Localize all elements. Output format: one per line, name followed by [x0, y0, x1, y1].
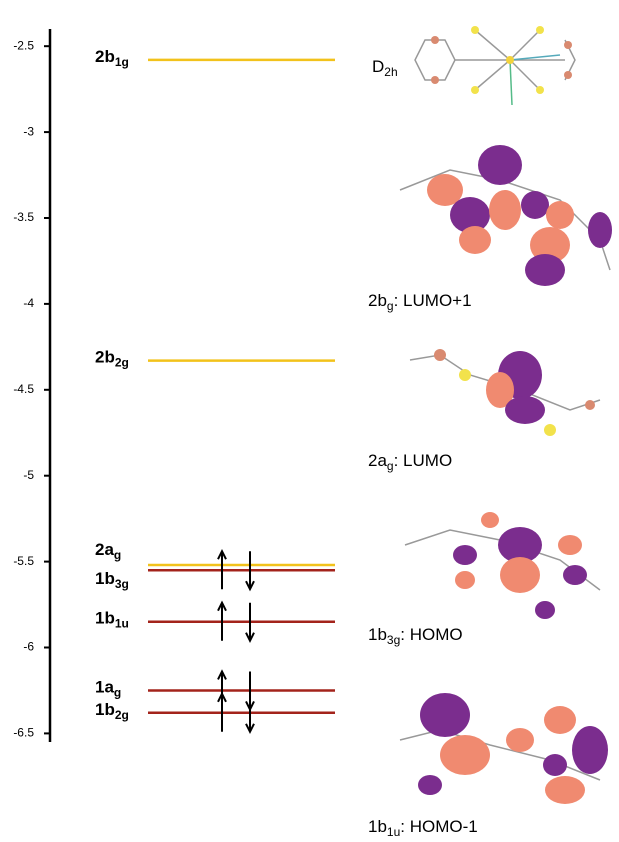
orbital-lumo1 [400, 145, 612, 286]
label-sub: 2h [384, 65, 397, 79]
orbital-homo [405, 512, 600, 619]
label-main: 2b [95, 47, 115, 66]
y-tick-label: -6.5 [13, 726, 34, 740]
label-sub: g [114, 686, 121, 700]
level-label: 1b3g [95, 570, 129, 592]
label-main: 1b [95, 570, 115, 589]
label-text: : HOMO [400, 625, 462, 644]
y-tick-label: -6 [23, 640, 34, 654]
label-main: 2b [368, 291, 387, 310]
orbital-caption: 2ag: LUMO [368, 451, 452, 473]
label-main: 1b [95, 609, 115, 628]
level-label: 1b1u [95, 609, 129, 631]
orbital-caption: 1b3g: HOMO [368, 625, 463, 647]
label-main: 2a [368, 451, 387, 470]
label-sub: 2g [115, 708, 129, 722]
label-main: 1b [95, 700, 115, 719]
label-sub: 1u [387, 825, 400, 839]
label-sub: 1g [115, 55, 129, 69]
orbital-homo-1 [400, 693, 608, 804]
label-sub: 1u [115, 617, 129, 631]
label-sub: 3g [387, 633, 400, 647]
label-sub: g [387, 299, 394, 313]
y-tick-label: -3.5 [13, 210, 34, 224]
label-sub: g [114, 548, 121, 562]
label-main: 1b [368, 817, 387, 836]
y-tick-label: -5 [23, 468, 34, 482]
label-text: : LUMO [394, 451, 453, 470]
y-tick-label: -5.5 [13, 554, 34, 568]
orbital-caption: 2bg: LUMO+1 [368, 291, 472, 313]
label-main: 2b [95, 348, 115, 367]
label-main: D [372, 57, 384, 76]
level-label: 2ag [95, 541, 121, 563]
level-label: 1ag [95, 678, 121, 700]
label-text: : LUMO+1 [394, 291, 472, 310]
label-text: : HOMO-1 [400, 817, 477, 836]
label-sub: 3g [115, 577, 129, 591]
level-label: 1b2g [95, 700, 129, 722]
level-label: 2b2g [95, 348, 129, 370]
label-main: 1a [95, 678, 114, 697]
orbital-lumo [410, 349, 600, 436]
y-tick-label: -3 [23, 124, 34, 138]
chart: -2.5-3-3.5-4-4.5-5-5.5-6-6.52b1g2b2g2ag1… [0, 0, 619, 842]
label-sub: 2g [115, 356, 129, 370]
level-label: 2b1g [95, 47, 129, 69]
label-main: 2a [95, 541, 114, 560]
symmetry-label: D2h [372, 57, 398, 79]
orbital-caption: 1b1u: HOMO-1 [368, 817, 478, 839]
y-tick-label: -4.5 [13, 382, 34, 396]
label-main: 1b [368, 625, 387, 644]
y-tick-label: -4 [23, 296, 34, 310]
molecule-sketch [415, 26, 575, 105]
y-tick-label: -2.5 [13, 38, 34, 52]
label-sub: g [387, 459, 394, 473]
